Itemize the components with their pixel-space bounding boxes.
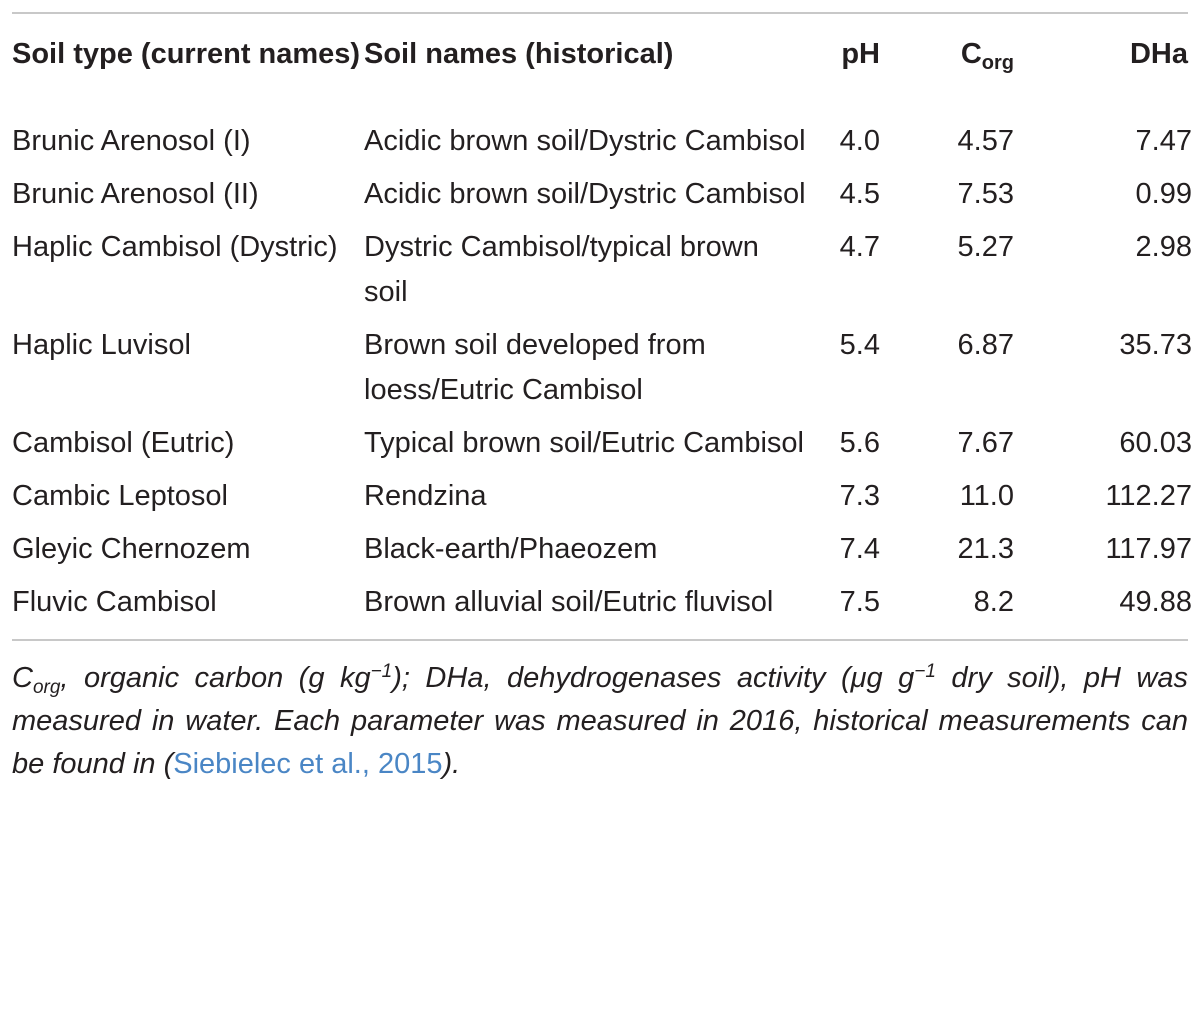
- top-rule: [12, 12, 1188, 14]
- header-soil-names: Soil names (historical): [364, 38, 674, 70]
- cell-dha: 117.97: [1105, 533, 1192, 565]
- cell-dha: 35.73: [1119, 329, 1192, 361]
- cell-ph: 5.6: [839, 427, 880, 459]
- table-row: Haplic Cambisol (Dystric) Dystric Cambiso…: [12, 225, 1192, 323]
- header-corg-main: C: [960, 38, 982, 70]
- header-row: Soil type (current names) Soil names (hi…: [12, 14, 1192, 99]
- table-row: Brunic Arenosol (II) Acidic brown soil/Dy…: [12, 172, 1192, 225]
- cell-corg: 21.3: [957, 533, 1014, 565]
- cell-corg: 7.67: [957, 427, 1014, 459]
- table-row: Cambic Leptosol Rendzina 7.3 11.0 112.27: [12, 474, 1192, 527]
- table-footnote: Corg, organic carbon (g kg−1); DHa, dehy…: [12, 657, 1188, 786]
- cell-soil-type: Haplic Luvisol: [12, 329, 191, 361]
- footnote-c: C: [12, 662, 33, 694]
- cell-ph: 5.4: [839, 329, 880, 361]
- header-corg-sub: org: [981, 52, 1014, 74]
- header-corg: Corg: [880, 14, 1014, 99]
- cell-soil-type: Cambisol (Eutric): [12, 427, 235, 459]
- table-row: Cambisol (Eutric) Typical brown soil/Eutr…: [12, 421, 1192, 474]
- cell-ph: 7.4: [839, 533, 880, 565]
- cell-soil-names: Black-earth/Phaeozem: [364, 533, 658, 565]
- cell-dha: 112.27: [1105, 480, 1192, 512]
- footnote-part3: dry soil), pH was measured in water. Eac…: [12, 662, 1189, 780]
- table-row: Gleyic Chernozem Black-earth/Phaeozem 7.4 2…: [12, 527, 1192, 580]
- cell-soil-type: Haplic Cambisol (Dystric): [12, 231, 338, 263]
- cell-dha: 7.47: [1135, 125, 1192, 157]
- cell-corg: 5.27: [957, 231, 1014, 263]
- table-body: Brunic Arenosol (I) Acidic brown soil/Dys…: [12, 99, 1192, 639]
- header-dha: DHa: [1129, 38, 1188, 70]
- cell-soil-names: Rendzina: [364, 480, 487, 512]
- cell-dha: 60.03: [1119, 427, 1192, 459]
- footnote-part2: ); DHa, dehydrogenases activity (μg g: [392, 662, 915, 694]
- cell-ph: 4.5: [839, 178, 880, 210]
- cell-ph: 7.5: [839, 586, 880, 618]
- footnote-org: org: [32, 677, 61, 698]
- bottom-rule: [12, 639, 1188, 641]
- cell-dha: 0.99: [1135, 178, 1192, 210]
- cell-soil-names: Acidic brown soil/Dystric Cambisol: [364, 178, 806, 210]
- cell-dha: 2.98: [1135, 231, 1192, 263]
- cell-corg: 11.0: [959, 480, 1014, 512]
- cell-soil-type: Gleyic Chernozem: [12, 533, 251, 565]
- citation-link[interactable]: Siebielec et al., 2015: [173, 748, 443, 780]
- cell-soil-type: Brunic Arenosol (II): [12, 178, 259, 210]
- footnote-exp2: −1: [914, 661, 936, 682]
- table-container: Soil type (current names) Soil names (hi…: [12, 12, 1192, 786]
- cell-dha: 49.88: [1119, 586, 1192, 618]
- cell-soil-names: Brown soil developed from loess/Eutric C…: [364, 329, 706, 406]
- cell-ph: 4.0: [839, 125, 880, 157]
- cell-corg: 8.2: [973, 586, 1014, 618]
- header-ph: pH: [841, 38, 880, 70]
- cell-ph: 4.7: [839, 231, 880, 263]
- table-row: Brunic Arenosol (I) Acidic brown soil/Dys…: [12, 99, 1192, 172]
- footnote-part1: , organic carbon (g kg: [60, 662, 371, 694]
- cell-soil-type: Fluvic Cambisol: [12, 586, 217, 618]
- cell-corg: 6.87: [957, 329, 1014, 361]
- table-row: Fluvic Cambisol Brown alluvial soil/Eutri…: [12, 580, 1192, 639]
- cell-soil-names: Acidic brown soil/Dystric Cambisol: [364, 125, 806, 157]
- header-soil-type: Soil type (current names): [12, 38, 361, 70]
- cell-corg: 7.53: [957, 178, 1014, 210]
- cell-ph: 7.3: [839, 480, 880, 512]
- cell-soil-names: Typical brown soil/Eutric Cambisol: [364, 427, 804, 459]
- cell-soil-names: Dystric Cambisol/typical brown soil: [364, 231, 759, 308]
- cell-corg: 4.57: [957, 125, 1014, 157]
- soil-table: Soil type (current names) Soil names (hi…: [12, 14, 1192, 639]
- table-row: Haplic Luvisol Brown soil developed from …: [12, 323, 1192, 421]
- cell-soil-names: Brown alluvial soil/Eutric fluvisol: [364, 586, 774, 618]
- cell-soil-type: Brunic Arenosol (I): [12, 125, 251, 157]
- footnote-part4: ).: [442, 748, 461, 780]
- cell-soil-type: Cambic Leptosol: [12, 480, 228, 512]
- footnote-exp1: −1: [370, 661, 393, 682]
